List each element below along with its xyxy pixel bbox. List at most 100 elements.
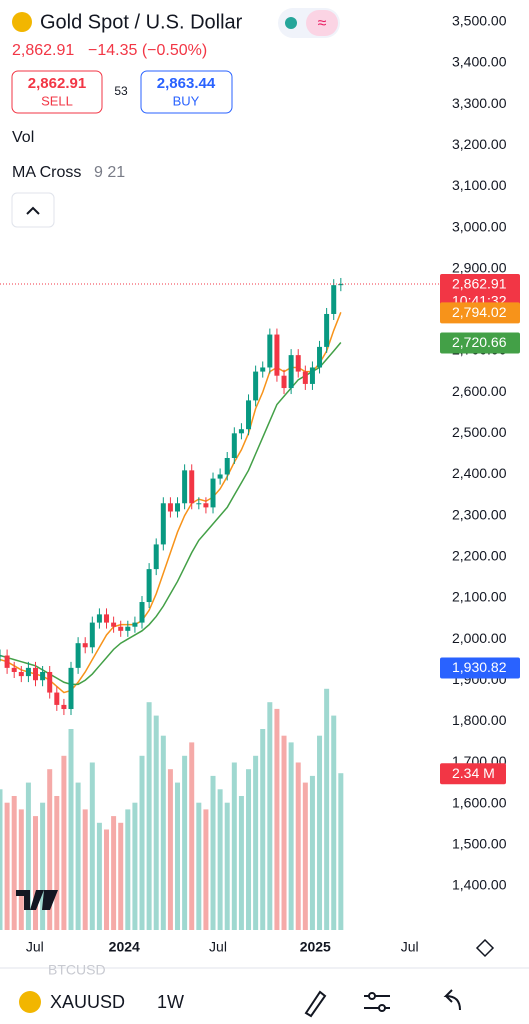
draw-icon[interactable] [304, 990, 327, 1018]
y-tick-label: 2,200.00 [452, 547, 507, 563]
volume-bar [139, 755, 145, 930]
price-change: −14.35 (−0.50%) [88, 42, 207, 59]
sell-button[interactable] [11, 70, 103, 114]
sell-price[interactable]: 2,862.91 [28, 75, 86, 92]
candle-body [231, 433, 237, 459]
volume-bar [111, 816, 117, 930]
header: Gold Spot / U.S. Dollar ≈ 2,862.91 −14.3… [11, 8, 340, 228]
volume-bar [25, 782, 31, 930]
buy-label[interactable]: BUY [173, 93, 200, 108]
candle-body [0, 655, 3, 657]
bottom-symbol[interactable]: XAUUSD [50, 992, 125, 1012]
volume-bar [295, 762, 301, 930]
volume-bar [82, 809, 88, 930]
volume-bar [18, 809, 24, 930]
price-label: 1,930.82 [452, 659, 507, 675]
ghost-symbol: BTCUSD [48, 962, 106, 978]
undo-icon[interactable] [443, 989, 461, 1011]
price-label: 2,862.91 [452, 276, 507, 292]
ma-legend[interactable]: MA Cross [12, 164, 81, 181]
candle-body [260, 367, 266, 372]
x-tick-label: 2024 [109, 939, 140, 955]
volume-bar [146, 702, 152, 930]
candle-body [125, 626, 131, 631]
candle-body [253, 371, 259, 401]
volume-bar [231, 762, 237, 930]
volume-bar [203, 809, 209, 930]
volume-bar [125, 809, 131, 930]
candle-body [82, 643, 88, 648]
candle-body [47, 671, 53, 693]
buy-button[interactable] [140, 70, 233, 114]
volume-bar [104, 829, 110, 930]
price-label-box [440, 657, 520, 679]
volume-bar [196, 802, 202, 930]
candle-body [238, 429, 244, 434]
volume-bar [217, 789, 223, 930]
settings-gear[interactable] [475, 938, 495, 958]
volume-bar [253, 755, 259, 930]
candle-body [302, 371, 308, 384]
y-tick-label: 3,500.00 [452, 13, 507, 29]
volume-bar [61, 755, 67, 930]
symbol-title[interactable]: Gold Spot / U.S. Dollar [40, 11, 243, 33]
volume-bar [331, 715, 337, 930]
candle-body [274, 334, 280, 376]
price-label-box [440, 332, 520, 354]
volume-bar [75, 782, 81, 930]
candle-body [182, 470, 188, 504]
buy-price[interactable]: 2,863.44 [157, 75, 216, 92]
interval[interactable]: 1W [157, 992, 184, 1012]
volume-bar [210, 775, 216, 930]
last-price: 2,862.91 [12, 42, 74, 59]
candle-body [281, 375, 287, 389]
volume-bar [189, 742, 195, 930]
ma-params: 9 21 [94, 164, 125, 181]
y-tick-label: 1,800.00 [452, 712, 507, 728]
y-tick-label: 2,300.00 [452, 506, 507, 522]
candle-body [189, 470, 195, 504]
bottom-bar: BTCUSD XAUUSD 1W [0, 938, 529, 1018]
candle-body [61, 704, 67, 710]
symbol-icon [19, 991, 41, 1013]
candle-body [309, 367, 315, 384]
candle-body [317, 346, 323, 368]
volume-bar [40, 802, 46, 930]
price-label: 2,794.02 [452, 304, 507, 320]
volume-bar [96, 822, 102, 930]
collapse-button[interactable] [11, 192, 55, 228]
y-tick-label: 1,600.00 [452, 794, 507, 810]
x-tick-label: 2025 [300, 939, 331, 955]
plot: 1,400.001,500.001,600.001,700.001,800.00… [0, 13, 520, 955]
candle-body [75, 643, 81, 668]
y-tick-label: 2,900.00 [452, 259, 507, 275]
delay-icon: ≈ [318, 15, 327, 32]
y-tick-label: 3,100.00 [452, 177, 507, 193]
candle-body [324, 313, 330, 347]
volume-bar [54, 795, 60, 930]
volume-bar [160, 735, 166, 930]
volume-bar [47, 769, 53, 930]
volume-bar [224, 802, 230, 930]
market-open-dot [285, 17, 297, 29]
y-tick-label: 1,400.00 [452, 877, 507, 893]
y-tick-label: 2,400.00 [452, 465, 507, 481]
candle-body [4, 655, 10, 668]
sell-label[interactable]: SELL [41, 93, 73, 108]
candle-body [104, 614, 110, 623]
vol-legend[interactable]: Vol [12, 129, 34, 146]
y-tick-label: 1,500.00 [452, 836, 507, 852]
volume-bar [132, 802, 138, 930]
y-tick-label: 3,400.00 [452, 54, 507, 70]
volume-bar [309, 775, 315, 930]
settings-icon[interactable] [364, 992, 390, 1012]
y-tick-label: 3,000.00 [452, 218, 507, 234]
spread: 53 [114, 84, 128, 98]
volume-bar [118, 822, 124, 930]
volume-bar [274, 708, 280, 930]
candle-body [210, 478, 216, 508]
price-label: 2,720.66 [452, 334, 507, 350]
x-tick-label: Jul [209, 939, 227, 955]
candle-body [217, 474, 223, 479]
